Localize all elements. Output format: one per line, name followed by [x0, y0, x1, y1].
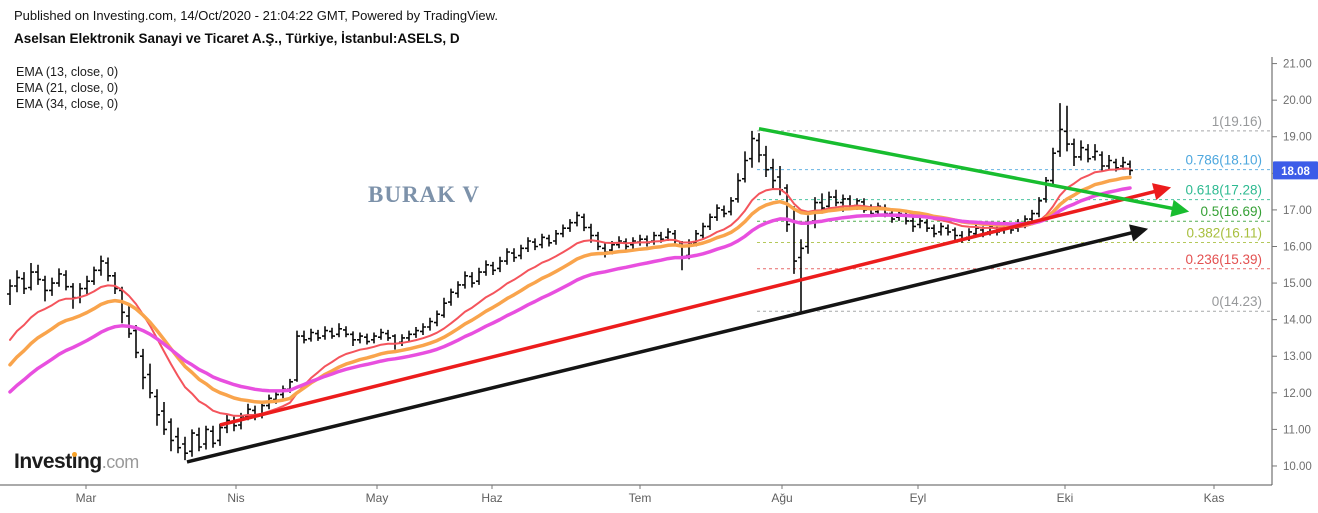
price-axis-label: 13.00 — [1283, 351, 1312, 363]
published-line: Published on Investing.com, 14/Oct/2020 … — [14, 8, 498, 23]
ascending-support-black[interactable] — [186, 224, 1149, 464]
ohlc-bars — [7, 103, 1133, 461]
time-axis-label: Haz — [481, 491, 502, 505]
last-price-value: 18.08 — [1281, 166, 1310, 178]
fib-level-label: 0.5(16.69) — [1200, 204, 1262, 219]
time-axis-label: Ağu — [771, 491, 792, 505]
price-axis-label: 11.00 — [1283, 424, 1311, 436]
time-axis[interactable]: Mar Nis May Haz Tem Ağu Eyl Eki Kas — [0, 484, 1272, 505]
ema-lines — [8, 167, 1132, 417]
price-axis-label: 20.00 — [1283, 95, 1312, 107]
descending-resistance-green[interactable] — [758, 126, 1190, 217]
logo-orange-dot — [72, 452, 77, 457]
indicator-ema21-label: EMA (21, close, 0) — [16, 81, 119, 95]
time-axis-label: Eyl — [910, 491, 927, 505]
price-axis-label: 19.00 — [1283, 132, 1312, 144]
fib-level-label: 1(19.16) — [1212, 114, 1262, 129]
indicator-legend: EMA (13, close, 0) EMA (21, close, 0) EM… — [16, 64, 118, 112]
ascending-support-red[interactable] — [219, 183, 1172, 427]
price-axis-label: 14.00 — [1283, 315, 1312, 327]
price-axis-label: 21.00 — [1283, 59, 1312, 71]
trendline-drawings — [186, 126, 1190, 464]
last-price-badge: 18.08 — [1273, 161, 1318, 180]
price-axis-label: 17.00 — [1283, 205, 1312, 217]
indicator-ema34-label: EMA (34, close, 0) — [16, 97, 119, 111]
price-axis-label: 15.00 — [1283, 278, 1312, 290]
logo-suffix: .com — [101, 452, 140, 472]
instrument-title: Aselsan Elektronik Sanayi ve Ticaret A.Ş… — [14, 31, 460, 46]
time-axis-label: May — [366, 491, 389, 505]
ema-13-line — [9, 167, 1131, 417]
time-axis-label: Eki — [1057, 491, 1074, 505]
time-axis-label: Tem — [629, 491, 652, 505]
time-axis-label: Mar — [76, 491, 97, 505]
price-axis-label: 12.00 — [1283, 388, 1312, 400]
indicator-ema13-label: EMA (13, close, 0) — [16, 65, 119, 79]
investing-logo: Investing.com — [14, 450, 139, 474]
fib-level-label: 0.382(16.11) — [1186, 225, 1262, 240]
fib-level-label: 0.618(17.28) — [1185, 183, 1262, 198]
fib-level-label: 0.236(15.39) — [1185, 252, 1262, 267]
price-axis[interactable]: 21.0020.0019.0018.0017.0016.0015.0014.00… — [1271, 57, 1312, 485]
time-axis-label: Nis — [227, 491, 244, 505]
price-axis-label: 16.00 — [1283, 241, 1312, 253]
fib-level-label: 0.786(18.10) — [1185, 153, 1262, 168]
watermark-text: BURAK V — [368, 182, 481, 207]
logo-text: Investing — [14, 450, 102, 473]
ema-34-line — [8, 186, 1132, 394]
fib-level-label: 0(14.23) — [1212, 294, 1262, 309]
time-axis-label: Kas — [1204, 491, 1225, 505]
price-axis-label: 10.00 — [1283, 461, 1312, 473]
